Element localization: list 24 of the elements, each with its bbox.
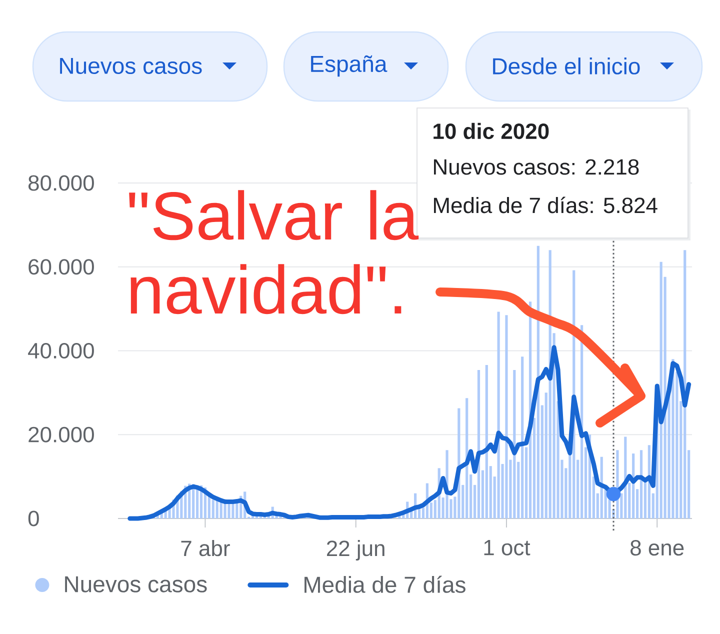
x-tick-label: 22 jun bbox=[326, 540, 384, 561]
y-tick-label: 80.000 bbox=[28, 175, 94, 191]
y-tick-label: 0 bbox=[28, 510, 39, 526]
x-tick-label: 1 oct bbox=[484, 540, 530, 556]
text: Nuevos casos bbox=[60, 58, 202, 74]
text: Nuevos casos: 2.218 bbox=[434, 159, 639, 175]
y-tick-label: 60.000 bbox=[28, 259, 94, 275]
text: 10 dic 2020 bbox=[434, 122, 549, 140]
annotation: "Salvar la navidad". bbox=[129, 190, 419, 314]
text: España bbox=[311, 55, 388, 77]
legend-label: Nuevos casos bbox=[65, 576, 207, 592]
text: Desde el inicio bbox=[493, 58, 640, 74]
annotation: Media de 7 días: 5.824 bbox=[434, 196, 658, 214]
bar bbox=[505, 315, 508, 518]
bar bbox=[521, 356, 524, 518]
bar bbox=[212, 500, 214, 518]
x-tick-label: 8 ene bbox=[630, 540, 684, 556]
bar bbox=[485, 364, 488, 518]
legend-label: Media de 7 días bbox=[304, 576, 466, 593]
y-tick-label: 40.000 bbox=[28, 342, 94, 359]
bar bbox=[497, 312, 500, 518]
bar bbox=[513, 370, 516, 518]
x-tick-label: 7 abr bbox=[181, 540, 230, 556]
y-tick-label: 20.000 bbox=[28, 426, 94, 442]
